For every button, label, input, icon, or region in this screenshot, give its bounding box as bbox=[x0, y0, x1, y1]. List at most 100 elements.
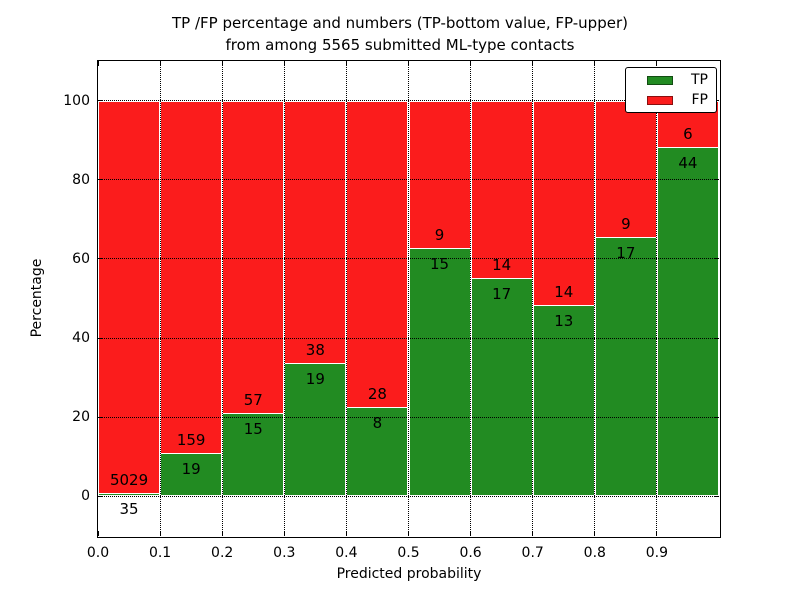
x-gridline bbox=[656, 61, 658, 536]
legend-swatch-fp-icon bbox=[647, 95, 673, 105]
y-tick-mark bbox=[98, 495, 103, 497]
x-tick-mark bbox=[159, 61, 161, 66]
fp-count-label: 159 bbox=[176, 431, 206, 450]
bar-fp-segment bbox=[160, 100, 223, 455]
x-tick-mark bbox=[656, 61, 658, 66]
tp-count-label: 15 bbox=[430, 255, 450, 274]
bar-labels-layer: 5029 35 159 19 57 15 38 19 28 8 9 15 14 17 14 13 9 17 6 44 bbox=[98, 61, 719, 536]
x-tick-mark bbox=[594, 61, 596, 66]
x-tick-label: 0.4 bbox=[335, 545, 358, 561]
x-tick-mark bbox=[97, 61, 99, 66]
fp-count-label: 9 bbox=[434, 226, 445, 245]
x-tick-mark bbox=[283, 531, 285, 536]
fp-count-label: 14 bbox=[492, 256, 512, 275]
tp-count-label: 15 bbox=[243, 419, 263, 438]
x-tick-mark bbox=[656, 531, 658, 536]
x-tick-mark bbox=[470, 531, 472, 536]
x-gridline bbox=[532, 61, 534, 536]
bar-fp-segment bbox=[98, 100, 161, 494]
x-tick-mark bbox=[159, 531, 161, 536]
bar-fp-segment bbox=[284, 100, 347, 365]
y-tick-mark bbox=[98, 179, 103, 181]
ticks-layer: 0 20 40 60 80 100 0.0 0.1 0.2 0.3 0.4 0.5 0.6 0.7 0.8 0… bbox=[63, 61, 719, 561]
y-tick-mark bbox=[98, 100, 103, 102]
tp-count-label: 44 bbox=[678, 154, 698, 173]
fp-count-label: 14 bbox=[554, 282, 574, 301]
x-gridline bbox=[159, 61, 161, 536]
legend-label-tp: TP bbox=[691, 72, 708, 88]
x-axis-label: Predicted probability bbox=[336, 566, 482, 582]
y-tick-label: 80 bbox=[72, 171, 90, 188]
bar-tp-segment bbox=[346, 408, 409, 497]
y-tick-label: 100 bbox=[63, 92, 90, 109]
x-tick-label: 0.7 bbox=[521, 545, 544, 561]
x-tick-mark bbox=[532, 531, 534, 536]
fp-count-label: 28 bbox=[367, 385, 387, 404]
bar-tp-segment bbox=[408, 249, 471, 497]
bar-tp-segment bbox=[160, 454, 223, 497]
legend-entry-tp: TP bbox=[647, 72, 708, 88]
x-tick-label: 0.0 bbox=[86, 545, 110, 561]
x-gridline bbox=[408, 61, 409, 536]
legend-swatch-tp-icon bbox=[647, 75, 673, 85]
x-tick-label: 0.9 bbox=[645, 545, 669, 561]
y-tick-mark bbox=[98, 258, 103, 260]
y-tick-label: 0 bbox=[81, 488, 90, 505]
y-tick-mark bbox=[714, 179, 719, 181]
y-tick-mark bbox=[98, 416, 103, 418]
x-tick-mark bbox=[532, 61, 534, 66]
tp-count-label: 17 bbox=[492, 285, 512, 304]
x-tick-label: 0.2 bbox=[211, 545, 234, 561]
fp-count-label: 5029 bbox=[109, 470, 149, 489]
legend-entry-fp: FP bbox=[647, 92, 708, 108]
x-tick-mark bbox=[221, 531, 223, 536]
x-tick-mark bbox=[594, 531, 596, 536]
bar-tp-segment bbox=[284, 364, 347, 497]
fp-count-label: 9 bbox=[621, 214, 631, 233]
fp-count-label: 6 bbox=[683, 125, 693, 144]
x-tick-label: 0.5 bbox=[397, 545, 420, 561]
chart-title-line2: from among 5565 submitted ML-type contac… bbox=[225, 36, 575, 54]
x-tick-label: 0.3 bbox=[273, 545, 296, 561]
tp-count-label: 8 bbox=[372, 414, 383, 433]
y-tick-label: 40 bbox=[72, 330, 90, 347]
chart-title: TP /FP percentage and numbers (TP-bottom… bbox=[0, 12, 800, 56]
y-axis-label: Percentage bbox=[29, 258, 45, 338]
plot-area: 5029 35 159 19 57 15 38 19 28 8 9 15 14 17 14 13 9 17 6 44 … bbox=[63, 60, 721, 561]
x-tick-label: 0.1 bbox=[148, 545, 172, 561]
y-tick-mark bbox=[98, 337, 103, 339]
x-tick-mark bbox=[345, 61, 347, 66]
bar-fp-segment bbox=[222, 100, 285, 414]
y-tick-mark bbox=[714, 258, 719, 260]
bar-tp-segment bbox=[594, 237, 657, 497]
x-gridline bbox=[594, 61, 596, 536]
fp-count-label: 38 bbox=[305, 341, 325, 360]
x-tick-mark bbox=[221, 61, 223, 66]
x-tick-mark bbox=[408, 61, 409, 66]
x-gridline bbox=[221, 61, 223, 536]
tp-count-label: 19 bbox=[305, 370, 325, 389]
bar-fp-segment bbox=[408, 100, 471, 250]
tp-count-label: 17 bbox=[616, 243, 636, 262]
bar-fp-segment bbox=[346, 100, 409, 409]
x-tick-label: 0.6 bbox=[459, 545, 482, 561]
y-tick-label: 60 bbox=[72, 250, 90, 267]
legend: TP FP bbox=[625, 67, 717, 113]
x-gridline bbox=[283, 61, 285, 536]
x-tick-mark bbox=[283, 61, 285, 66]
tp-count-label: 35 bbox=[119, 499, 139, 518]
x-gridline bbox=[345, 61, 347, 536]
x-tick-mark bbox=[470, 61, 472, 66]
tp-count-label: 13 bbox=[554, 311, 574, 330]
y-tick-mark bbox=[714, 495, 719, 497]
y-tick-label: 20 bbox=[72, 409, 90, 426]
x-tick-mark bbox=[97, 531, 99, 536]
bar-tp-segment bbox=[656, 148, 719, 497]
y-tick-mark bbox=[714, 416, 719, 418]
x-tick-mark bbox=[345, 531, 347, 536]
grid-layer bbox=[98, 61, 719, 536]
chart-title-line1: TP /FP percentage and numbers (TP-bottom… bbox=[172, 14, 628, 32]
bar-fp-segment bbox=[532, 100, 595, 306]
legend-label-fp: FP bbox=[691, 92, 709, 108]
x-gridline bbox=[470, 61, 472, 536]
